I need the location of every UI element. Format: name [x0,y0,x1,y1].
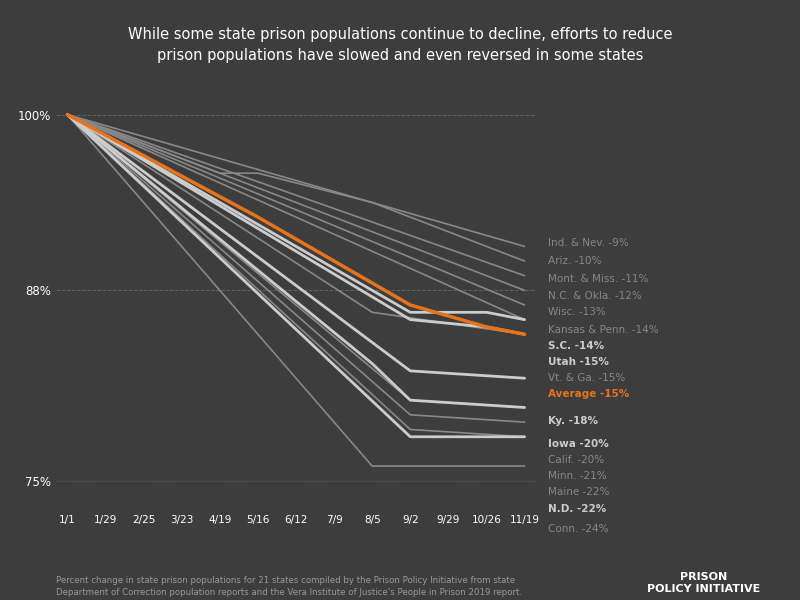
Text: PRISON
POLICY INITIATIVE: PRISON POLICY INITIATIVE [647,572,761,594]
Text: Vt. & Ga. -15%: Vt. & Ga. -15% [548,373,626,383]
Text: Ariz. -10%: Ariz. -10% [548,256,602,266]
Text: Minn. -21%: Minn. -21% [548,472,606,481]
Text: Ind. & Nev. -9%: Ind. & Nev. -9% [548,238,629,248]
Text: Wisc. -13%: Wisc. -13% [548,307,606,317]
Text: Mont. & Miss. -11%: Mont. & Miss. -11% [548,274,648,284]
Text: Utah -15%: Utah -15% [548,357,609,367]
Text: Average -15%: Average -15% [548,389,630,400]
Text: Maine -22%: Maine -22% [548,487,610,497]
Text: Kansas & Penn. -14%: Kansas & Penn. -14% [548,325,658,335]
Text: N.D. -22%: N.D. -22% [548,503,606,514]
Text: Calif. -20%: Calif. -20% [548,455,604,465]
Text: Iowa -20%: Iowa -20% [548,439,609,449]
Text: Percent change in state prison populations for 21 states compiled by the Prison : Percent change in state prison populatio… [56,576,522,597]
Text: Conn. -24%: Conn. -24% [548,524,609,534]
Text: Ky. -18%: Ky. -18% [548,416,598,425]
Text: N.C. & Okla. -12%: N.C. & Okla. -12% [548,291,642,301]
Text: S.C. -14%: S.C. -14% [548,341,604,351]
Text: While some state prison populations continue to decline, efforts to reduce
priso: While some state prison populations cont… [128,27,672,63]
